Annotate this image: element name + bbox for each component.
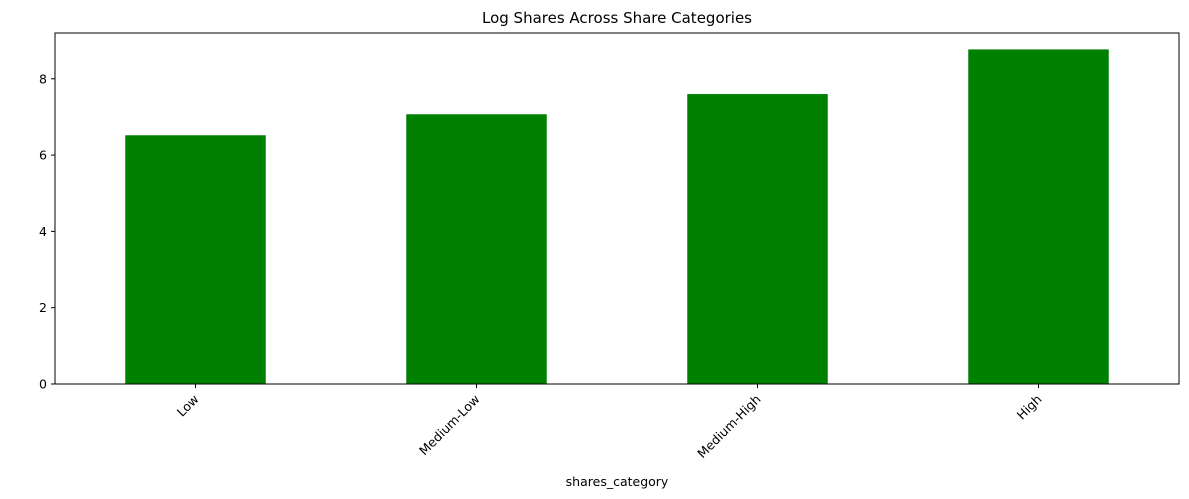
y-tick-label: 8 bbox=[39, 71, 47, 86]
bar-low bbox=[125, 135, 266, 384]
y-tick-label: 0 bbox=[39, 377, 47, 392]
bars-group bbox=[125, 49, 1109, 385]
bar-high bbox=[968, 49, 1109, 385]
x-axis: Low Medium-Low Medium-High High bbox=[174, 384, 1045, 461]
bar-medium-low bbox=[406, 114, 547, 384]
bar-medium-high bbox=[687, 94, 828, 384]
y-tick-label: 6 bbox=[39, 148, 47, 163]
y-tick-label: 2 bbox=[39, 300, 47, 315]
y-axis: 0 2 4 6 8 bbox=[39, 71, 55, 392]
plot-frame bbox=[54, 32, 1180, 385]
x-tick-label: High bbox=[1014, 392, 1045, 423]
chart-title: Log Shares Across Share Categories bbox=[482, 9, 752, 27]
x-tick-label: Medium-Low bbox=[416, 392, 483, 459]
x-tick-label: Medium-High bbox=[694, 392, 763, 461]
x-tick-label: Low bbox=[174, 392, 202, 420]
y-tick-label: 4 bbox=[39, 224, 47, 239]
x-axis-label: shares_category bbox=[566, 474, 669, 489]
